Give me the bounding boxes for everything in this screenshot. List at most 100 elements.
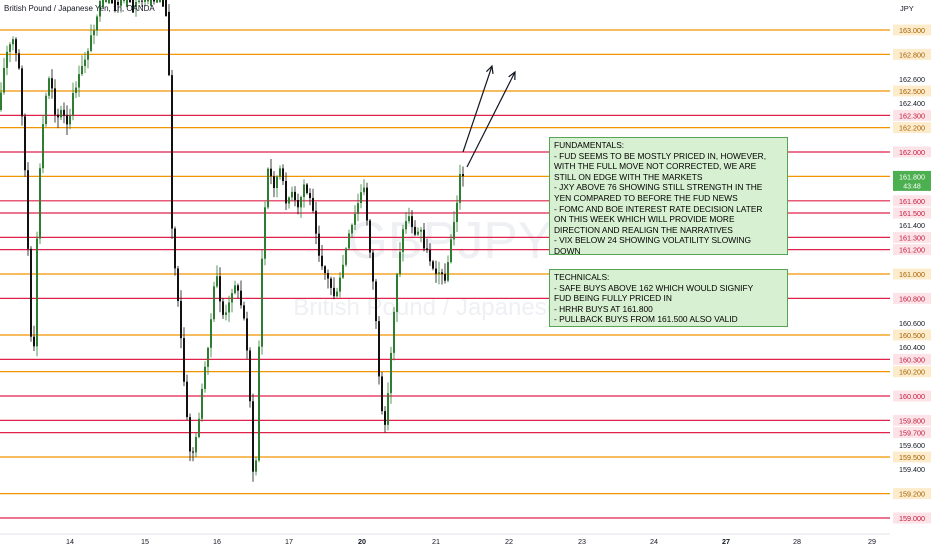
arrow-head-icon bbox=[508, 70, 516, 81]
candle-body bbox=[6, 51, 8, 68]
candle-body bbox=[216, 276, 218, 287]
candle-body bbox=[72, 92, 74, 116]
note-line: - HRHR BUYS AT 161.800 bbox=[554, 303, 653, 314]
note-line: ON THIS WEEK WHICH WILL PROVIDE MORE bbox=[554, 214, 735, 225]
candle-body bbox=[183, 338, 185, 382]
price-tag-bg bbox=[893, 390, 931, 402]
candle-body bbox=[279, 168, 281, 177]
candle-body bbox=[237, 285, 239, 291]
candle-body bbox=[114, 0, 116, 11]
price-tag-bg bbox=[893, 122, 931, 134]
price-tick-label: 161.400 bbox=[899, 221, 925, 230]
candle-body bbox=[39, 168, 41, 239]
note-line: WITH THE FULL MOVE NOT CORRECTED, WE ARE bbox=[554, 161, 757, 172]
current-price-value: 161.800 bbox=[899, 172, 925, 181]
time-tick-label: 15 bbox=[141, 537, 149, 546]
candle-body bbox=[96, 16, 98, 31]
candle-body bbox=[54, 88, 56, 115]
candle-body bbox=[246, 318, 248, 351]
note-line: - JXY ABOVE 76 SHOWING STILL STRENGTH IN… bbox=[554, 182, 763, 193]
price-tag: 159.800 bbox=[899, 416, 925, 425]
candle-body bbox=[90, 35, 92, 51]
price-tag-bg bbox=[893, 195, 931, 207]
candle-body bbox=[456, 202, 458, 223]
candle-body bbox=[276, 176, 278, 188]
price-axis[interactable]: JPY 163.000 162.800 162.600 162.500 162.400 1… bbox=[890, 0, 932, 534]
candle-body bbox=[180, 300, 182, 339]
time-tick-label: 29 bbox=[868, 537, 876, 546]
candle-body bbox=[450, 239, 452, 263]
price-tag: 160.000 bbox=[899, 392, 925, 401]
candle-body bbox=[273, 176, 275, 188]
candle-body bbox=[66, 115, 68, 125]
candle-body bbox=[126, 0, 128, 7]
candle-body bbox=[240, 290, 242, 306]
note-line: - FOMC AND BOE INTEREST RATE DECISION LA… bbox=[554, 203, 763, 214]
candle-body bbox=[105, 0, 107, 3]
candle-body bbox=[120, 0, 122, 6]
candle-body bbox=[27, 170, 29, 249]
price-tag: 161.000 bbox=[899, 270, 925, 279]
note-line: STILL ON EDGE WITH THE MARKETS bbox=[554, 171, 703, 182]
projection-arrows[interactable] bbox=[462, 64, 516, 168]
candle-body bbox=[33, 336, 35, 347]
projection-arrow[interactable] bbox=[466, 70, 516, 168]
candle-body bbox=[399, 251, 401, 275]
candle-body bbox=[36, 238, 38, 347]
candle-body bbox=[363, 187, 365, 193]
time-axis[interactable]: 14 15 16 17 20 21 22 23 24 27 28 29 bbox=[0, 533, 932, 550]
candle-body bbox=[396, 274, 398, 312]
candle-body bbox=[435, 268, 437, 274]
candle-body bbox=[441, 272, 443, 275]
candle-body bbox=[204, 366, 206, 389]
candle-body bbox=[357, 203, 359, 214]
candle-body bbox=[432, 261, 434, 269]
candle-body bbox=[45, 95, 47, 125]
candle-body bbox=[267, 168, 269, 208]
candle-body bbox=[189, 417, 191, 452]
symbol-title: British Pound / Japanese Yen, 1h, OANDA bbox=[4, 4, 155, 13]
candle-body bbox=[342, 264, 344, 278]
candle-body bbox=[129, 0, 131, 3]
price-tag-bg bbox=[893, 353, 931, 365]
candle-body bbox=[429, 250, 431, 262]
candle-body bbox=[348, 233, 350, 249]
candle-body bbox=[219, 276, 221, 302]
price-tag: 161.600 bbox=[899, 197, 925, 206]
price-tick-label: 162.400 bbox=[899, 99, 925, 108]
technicals-note[interactable]: TECHNICALS: - SAFE BUYS ABOVE 162 WHICH W… bbox=[549, 269, 788, 327]
candle-body bbox=[198, 418, 200, 438]
candle-body bbox=[285, 181, 287, 204]
candle-body bbox=[234, 285, 236, 294]
time-tick-label: 17 bbox=[285, 537, 293, 546]
candle-body bbox=[426, 248, 428, 251]
candle-body bbox=[0, 92, 2, 110]
price-tag-bg bbox=[893, 512, 931, 524]
candle-body bbox=[438, 272, 440, 274]
candle-body bbox=[225, 312, 227, 315]
price-tag-bg bbox=[893, 146, 931, 158]
candle-body bbox=[123, 0, 125, 1]
candle-body bbox=[294, 191, 296, 201]
candle-body bbox=[93, 30, 95, 36]
fundamentals-note[interactable]: FUNDAMENTALS: - FUD SEEMS TO BE MOSTLY PR… bbox=[549, 137, 788, 256]
note-line: DOWN bbox=[554, 245, 581, 256]
candle-body bbox=[255, 460, 257, 472]
candle-body bbox=[393, 311, 395, 353]
projection-arrow[interactable] bbox=[462, 64, 494, 153]
price-tag-bg bbox=[893, 109, 931, 121]
candle-body bbox=[9, 44, 11, 52]
candle-body bbox=[111, 0, 113, 4]
time-tick-label: 16 bbox=[213, 537, 221, 546]
price-tag: 160.500 bbox=[899, 331, 925, 340]
candle-body bbox=[138, 0, 140, 2]
candle-body bbox=[51, 78, 53, 89]
candle-body bbox=[87, 50, 89, 60]
candle-body bbox=[63, 109, 65, 116]
candle-body bbox=[453, 222, 455, 240]
note-line: YEN COMPARED TO BEFORE THE FUD NEWS bbox=[554, 192, 738, 203]
candle-body bbox=[270, 168, 272, 177]
candle-body bbox=[408, 216, 410, 222]
